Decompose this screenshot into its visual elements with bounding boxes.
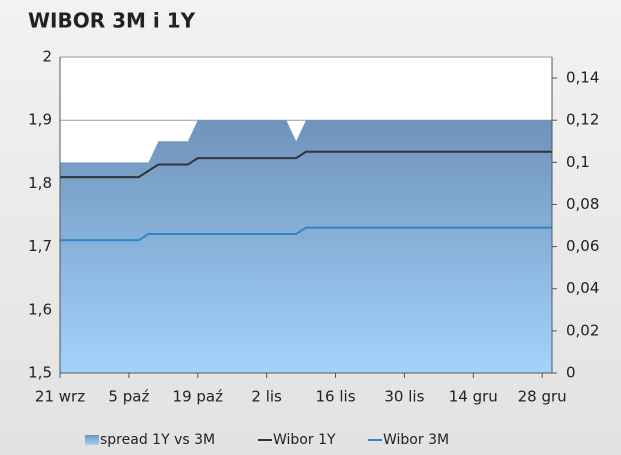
y-tick-label: 1,8 xyxy=(28,174,52,192)
x-tick-label: 2 lis xyxy=(251,388,282,406)
x-tick-label: 21 wrz xyxy=(35,388,85,406)
x-tick-label: 5 paź xyxy=(108,388,149,406)
y2-tick-label: 0 xyxy=(566,364,576,382)
y2-tick-label: 0,08 xyxy=(566,195,599,213)
y2-tick-label: 0,06 xyxy=(566,237,599,255)
y2-tick-label: 0,12 xyxy=(566,111,599,129)
x-tick-label: 16 lis xyxy=(316,388,356,406)
chart-title: WIBOR 3M i 1Y xyxy=(28,9,196,33)
y2-tick-label: 0,04 xyxy=(566,279,599,297)
y-tick-label: 1,7 xyxy=(28,237,52,255)
x-tick-label: 30 lis xyxy=(384,388,424,406)
line xyxy=(60,150,552,179)
x-tick-label: 28 gru xyxy=(518,388,567,406)
legend-label: Wibor 1Y xyxy=(273,432,336,448)
y2-tick-label: 0,02 xyxy=(566,321,599,339)
y-tick-label: 2 xyxy=(42,48,52,66)
x-tick-label: 14 gru xyxy=(449,388,498,406)
legend-label: Wibor 3M xyxy=(383,432,449,448)
legend-swatch xyxy=(85,435,99,445)
y-tick-label: 1,5 xyxy=(28,364,52,382)
y-tick-label: 1,6 xyxy=(28,300,52,318)
legend-label: spread 1Y vs 3M xyxy=(100,432,215,448)
line xyxy=(60,226,552,242)
x-tick-label: 19 paź xyxy=(173,388,224,406)
y2-tick-label: 0,14 xyxy=(566,69,599,87)
y2-tick-label: 0,1 xyxy=(566,153,590,171)
y-tick-label: 1,9 xyxy=(28,111,52,129)
area xyxy=(60,120,552,373)
